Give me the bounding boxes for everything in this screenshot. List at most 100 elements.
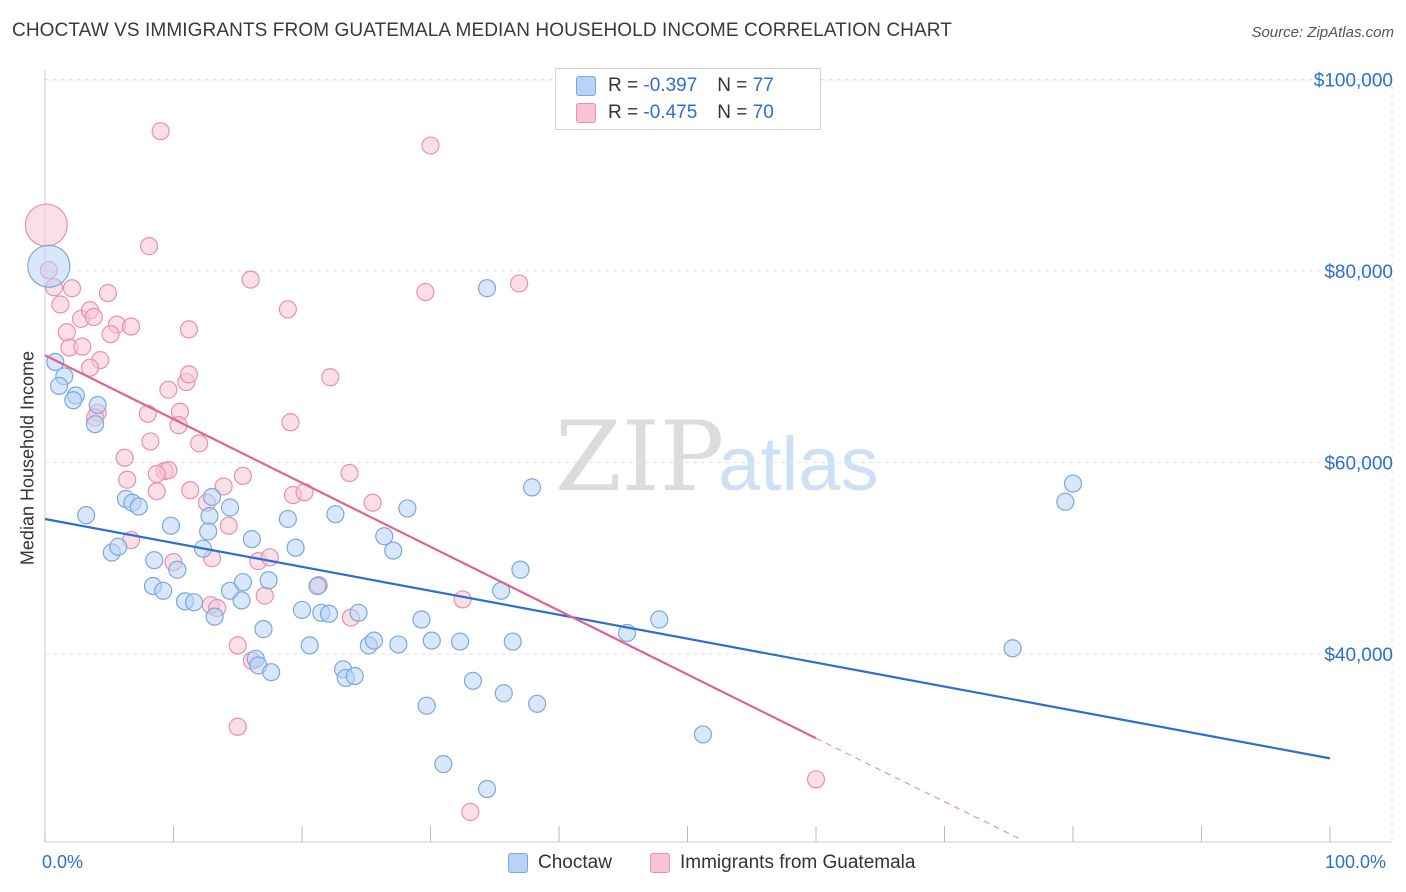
- choctaw-point: [345, 666, 364, 686]
- guatemala-trend-line: [44, 354, 817, 740]
- guatemala-swatch: [576, 103, 596, 123]
- stats-row-choctaw: R = -0.397 N = 77: [576, 73, 774, 99]
- guatemala-point: [141, 432, 160, 451]
- legend-item-choctaw[interactable]: Choctaw: [508, 852, 612, 874]
- choctaw-point: [477, 279, 497, 298]
- choctaw-point: [259, 571, 278, 590]
- guatemala-point: [806, 770, 826, 789]
- choctaw-point: [129, 497, 148, 516]
- guatemala-point: [151, 122, 170, 141]
- guatemala-legend-swatch: [650, 853, 670, 873]
- choctaw-point: [1003, 639, 1022, 658]
- guatemala-point: [159, 380, 178, 399]
- guatemala-point: [118, 470, 137, 489]
- guatemala-point: [421, 136, 440, 155]
- guatemala-point: [281, 413, 300, 432]
- guatemala-point: [147, 464, 166, 484]
- choctaw-point: [349, 603, 368, 622]
- guatemala-point: [255, 586, 274, 605]
- y-tick-labels: $40,000 $60,000 $80,000 $100,000: [1314, 71, 1393, 667]
- guatemala-point: [98, 283, 118, 303]
- choctaw-point: [1056, 492, 1075, 511]
- legend-label-choctaw: Choctaw: [538, 852, 612, 873]
- guatemala-point: [24, 203, 68, 247]
- choctaw-point: [398, 499, 417, 518]
- guatemala-point: [241, 270, 260, 289]
- choctaw-point: [528, 694, 547, 713]
- watermark-zip: ZIP: [555, 401, 724, 513]
- x-tick-label-min: 0.0%: [42, 852, 84, 872]
- choctaw-point: [300, 636, 319, 655]
- guatemala-point: [179, 365, 199, 384]
- choctaw-point: [389, 635, 408, 654]
- choctaw-point: [522, 478, 542, 497]
- n-value: 77: [752, 75, 774, 96]
- choctaw-point: [109, 537, 128, 556]
- choctaw-point: [88, 395, 107, 415]
- choctaw-point: [242, 529, 261, 549]
- choctaw-point: [511, 560, 530, 579]
- guatemala-point: [228, 717, 247, 736]
- choctaw-swatch: [576, 76, 596, 96]
- choctaw-point: [232, 591, 251, 610]
- choctaw-point: [220, 498, 240, 517]
- r-label: R =: [608, 75, 639, 96]
- guatemala-point: [278, 300, 297, 319]
- guatemala-point: [340, 463, 359, 483]
- guatemala-point: [461, 802, 480, 822]
- guatemala-point: [57, 323, 76, 342]
- guatemala-point: [138, 404, 157, 423]
- choctaw-point: [262, 663, 281, 682]
- choctaw-point: [693, 725, 713, 744]
- guatemala-point: [73, 337, 92, 356]
- guatemala-point: [80, 358, 100, 377]
- choctaw-point: [375, 527, 394, 546]
- guatemala-point: [139, 237, 159, 256]
- choctaw-point: [1063, 474, 1083, 493]
- guatemala-point: [453, 590, 472, 609]
- x-tick-label-max: 100.0%: [1325, 852, 1387, 872]
- guatemala-point: [363, 493, 382, 512]
- choctaw-point: [27, 244, 71, 288]
- axes: [44, 70, 1392, 843]
- choctaw-point: [278, 509, 297, 529]
- choctaw-point: [412, 610, 431, 629]
- guatemala-point: [181, 481, 200, 500]
- choctaw-point: [77, 506, 96, 525]
- legend-item-guatemala[interactable]: Immigrants from Guatemala: [650, 852, 915, 874]
- choctaw-point: [326, 505, 345, 524]
- guatemala-point: [416, 282, 435, 302]
- guatemala-point: [62, 279, 82, 298]
- stats-legend: R = -0.397 N = 77 R = -0.475 N = 70: [555, 68, 821, 130]
- guatemala-point: [233, 466, 252, 486]
- choctaw-point: [308, 576, 327, 596]
- guatemala-point: [179, 320, 199, 339]
- choctaw-point: [145, 551, 164, 570]
- n-label: N =: [717, 102, 748, 123]
- n-value: 70: [752, 102, 774, 123]
- gridlines: [45, 70, 1393, 842]
- guatemala-point: [228, 636, 247, 655]
- choctaw-point: [650, 610, 669, 629]
- choctaw-point: [319, 604, 339, 623]
- choctaw-point: [233, 573, 252, 592]
- source-label: Source: ZipAtlas.com: [1251, 24, 1394, 41]
- choctaw-point: [202, 487, 222, 507]
- guatemala-point: [510, 274, 529, 293]
- choctaw-point: [434, 755, 453, 774]
- series-choctaw: [27, 244, 1083, 799]
- choctaw-point: [184, 593, 204, 612]
- guatemala-point: [101, 325, 120, 344]
- legend-label-guatemala: Immigrants from Guatemala: [680, 852, 916, 873]
- choctaw-point: [364, 631, 384, 650]
- guatemala-point: [321, 368, 340, 387]
- choctaw-trend-line: [44, 517, 1331, 760]
- choctaw-point: [254, 620, 273, 639]
- stats-row-guatemala: R = -0.475 N = 70: [576, 100, 774, 126]
- n-label: N =: [717, 75, 748, 96]
- guatemala-point: [147, 482, 166, 501]
- choctaw-point: [422, 631, 441, 650]
- guatemala-point: [121, 317, 141, 336]
- choctaw-point: [450, 632, 470, 651]
- choctaw-point: [200, 507, 219, 526]
